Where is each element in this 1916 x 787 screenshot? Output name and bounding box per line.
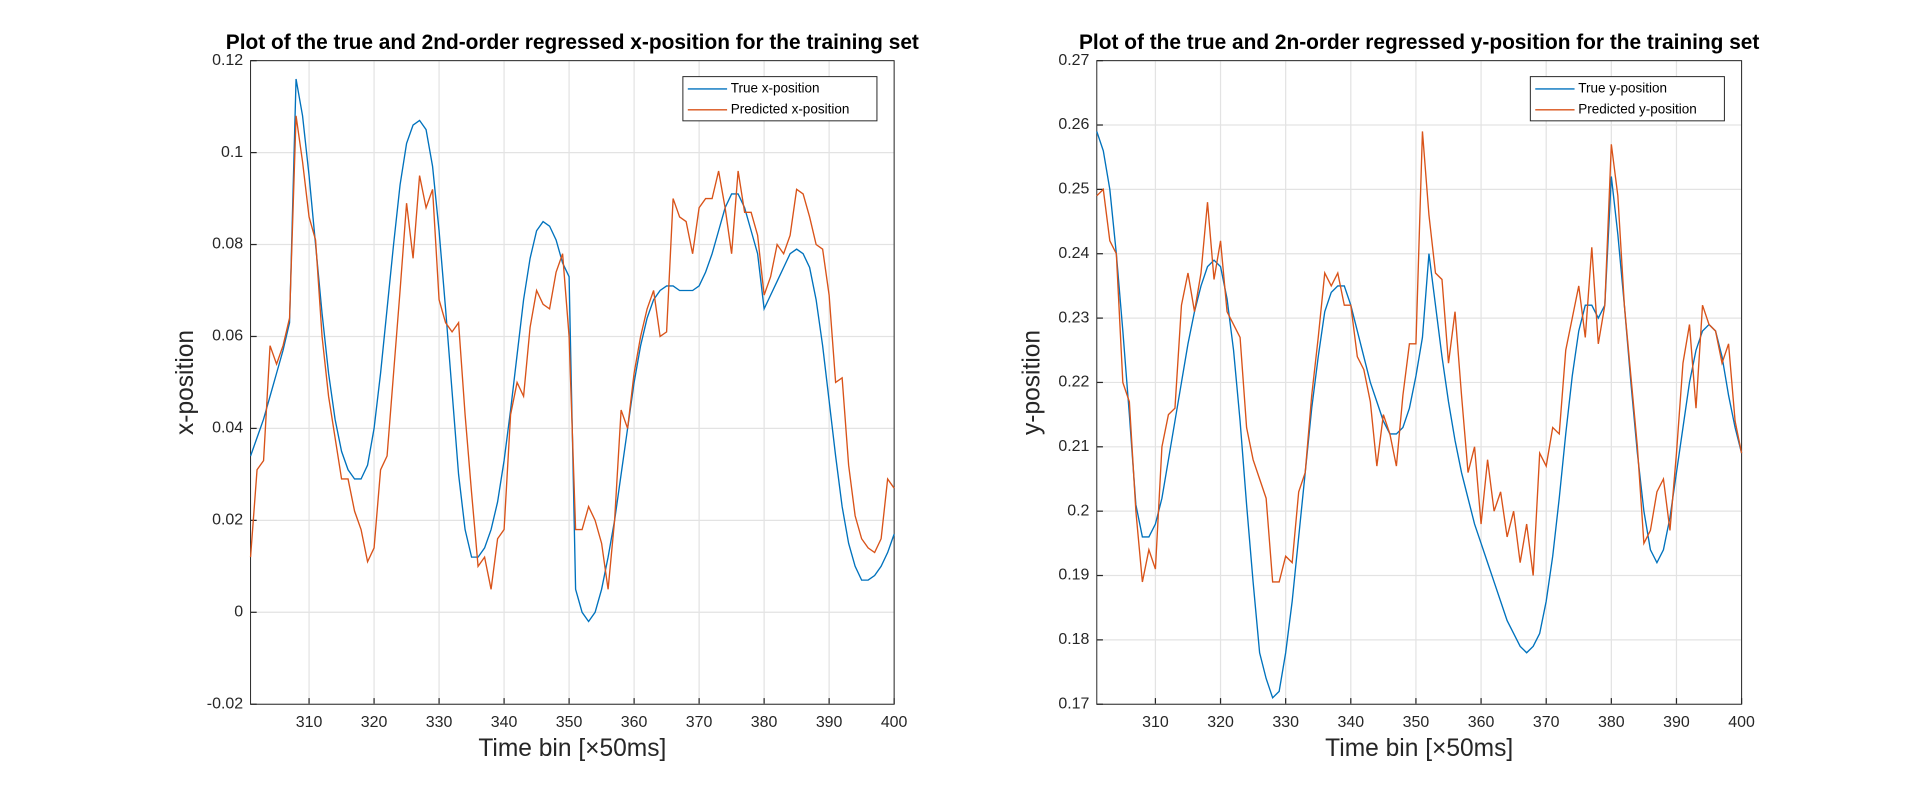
legend-box xyxy=(682,76,878,122)
y-tick-label: 0.1 xyxy=(221,144,243,161)
legend-label: Predicted x-position xyxy=(731,101,850,116)
legend-label: Predicted y-position xyxy=(1578,101,1697,116)
x-tick-label: 310 xyxy=(296,714,323,731)
x-tick-label: 370 xyxy=(1533,714,1560,731)
plot-area xyxy=(250,60,895,705)
y-tick-label: 0.02 xyxy=(212,512,243,529)
x-tick-label: 350 xyxy=(556,714,583,731)
y-tick-label: 0.2 xyxy=(1067,502,1089,519)
legend-label: True x-position xyxy=(731,80,820,95)
y-tick-label: 0.18 xyxy=(1058,631,1089,648)
legend-label: True y-position xyxy=(1578,80,1667,95)
y-axis-label: y-position xyxy=(1018,330,1045,435)
x-tick-label: 310 xyxy=(1142,714,1169,731)
x-tick-label: 330 xyxy=(1272,714,1299,731)
x-tick-label: 370 xyxy=(686,714,713,731)
legend: True y-position Predicted y-position xyxy=(1529,76,1725,122)
y-tick-label: 0.24 xyxy=(1058,245,1089,262)
data-line xyxy=(1096,131,1743,583)
y-tick-label: 0.21 xyxy=(1058,438,1089,455)
x-axis-label: Time bin [×50ms] xyxy=(478,735,666,762)
y-tick-label: 0.22 xyxy=(1058,374,1089,391)
y-tick-label: 0 xyxy=(234,604,243,621)
legend: True x-position Predicted x-position xyxy=(682,76,878,122)
x-tick-label: 380 xyxy=(1598,714,1625,731)
chart: 310 320 330 340 350 360 370 380 390 400 0.17 0.18 0.… xyxy=(1018,31,1759,762)
y-tick-label: -0.02 xyxy=(207,695,243,712)
data-line xyxy=(249,115,895,590)
y-tick-label: 0.06 xyxy=(212,328,243,345)
x-axis-label: Time bin [×50ms] xyxy=(1325,735,1513,762)
x-tick-label: 320 xyxy=(1207,714,1234,731)
y-axis-label: x-position xyxy=(172,330,199,435)
y-tick-label: 0.26 xyxy=(1058,116,1089,133)
x-tick-label: 360 xyxy=(621,714,648,731)
x-tick-label: 390 xyxy=(816,714,843,731)
y-tick-label: 0.25 xyxy=(1058,181,1089,198)
y-tick-label: 0.23 xyxy=(1058,309,1089,326)
y-tick-label: 0.27 xyxy=(1058,52,1089,69)
x-tick-label: 340 xyxy=(1337,714,1364,731)
chart-title: Plot of the true and 2n-order regressed … xyxy=(1079,31,1759,54)
x-tick-label: 340 xyxy=(491,714,518,731)
legend-box xyxy=(1529,76,1725,122)
axes-box xyxy=(1096,60,1743,705)
x-tick-label: 390 xyxy=(1663,714,1690,731)
x-tick-label: 320 xyxy=(361,714,388,731)
x-tick-label: 380 xyxy=(751,714,778,731)
x-tick-label: 350 xyxy=(1403,714,1430,731)
y-tick-label: 0.08 xyxy=(212,236,243,253)
y-tick-label: 0.19 xyxy=(1058,567,1089,584)
x-tick-label: 400 xyxy=(881,714,908,731)
x-tick-label: 330 xyxy=(426,714,453,731)
y-tick-label: 0.04 xyxy=(212,420,243,437)
chart-title: Plot of the true and 2nd-order regressed… xyxy=(226,31,919,54)
x-tick-label: 360 xyxy=(1468,714,1495,731)
axes-box xyxy=(250,60,895,705)
x-tick-label: 400 xyxy=(1728,714,1755,731)
chart: 310 320 330 340 350 360 370 380 390 400 -0.02 0 0.02… xyxy=(172,31,919,762)
y-tick-label: 0.12 xyxy=(212,52,243,69)
y-tick-label: 0.17 xyxy=(1058,695,1089,712)
